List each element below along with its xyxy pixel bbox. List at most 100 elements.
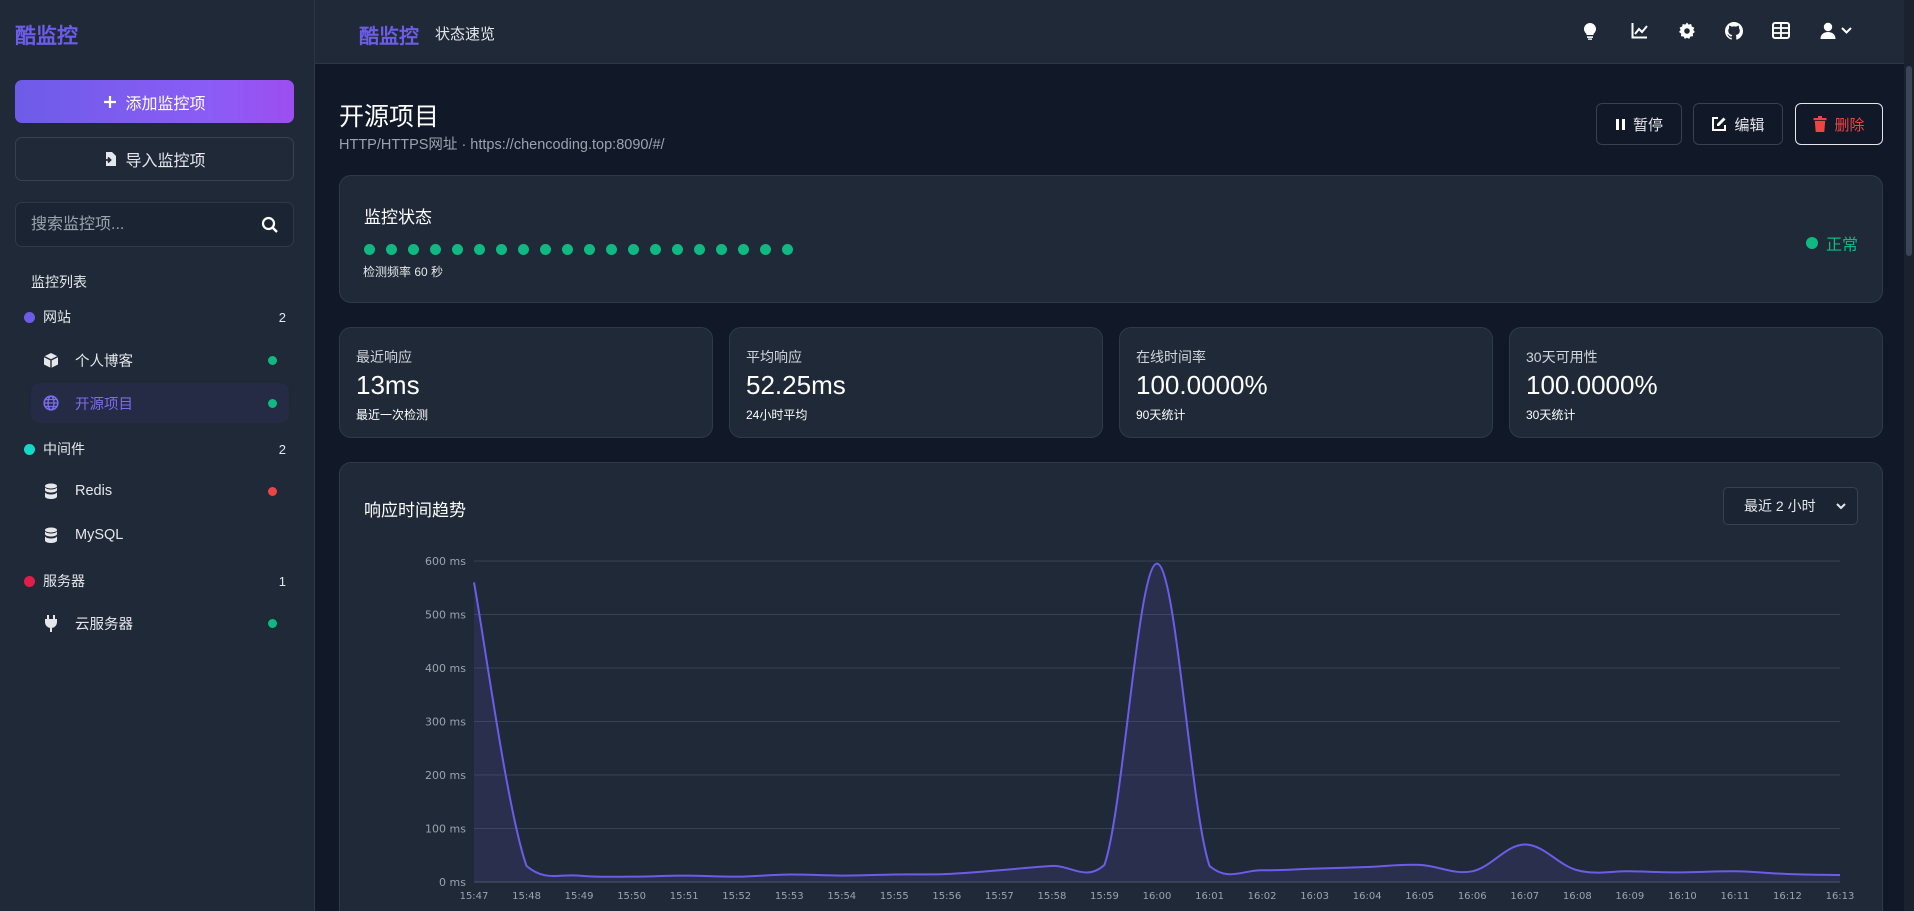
sidebar-item-label: 云服务器 <box>75 616 133 633</box>
status-dot <box>268 398 277 408</box>
heartbeat-dot <box>430 244 441 255</box>
search-icon[interactable] <box>261 216 279 234</box>
status-dot <box>268 618 277 628</box>
x-tick-label: 16:06 <box>1458 891 1487 902</box>
heartbeat-dot <box>408 244 419 255</box>
time-range-select[interactable]: 最近 2 小时 <box>1723 487 1858 525</box>
x-tick-label: 16:00 <box>1143 891 1172 902</box>
group-website[interactable]: 网站 2 <box>24 303 286 331</box>
y-tick-label: 400 ms <box>425 662 466 675</box>
heartbeat-bar <box>364 244 793 255</box>
group-color-dot <box>24 443 35 455</box>
x-tick-label: 16:08 <box>1563 891 1592 902</box>
status-indicator: 正常 <box>1805 231 1858 255</box>
search-box <box>15 202 294 247</box>
sidebar-item-label: Redis <box>75 483 113 499</box>
x-tick-label: 15:54 <box>827 891 856 902</box>
top-bar: 酷监控 状态速览 <box>315 0 1914 64</box>
heartbeat-dot <box>672 244 683 255</box>
heartbeat-dot <box>650 244 661 255</box>
x-tick-label: 16:05 <box>1405 891 1434 902</box>
monitor-list-title: 监控列表 <box>31 274 87 290</box>
check-frequency: 检测频率 60 秒 <box>363 265 444 279</box>
stat-card-average: 平均响应 52.25ms 24小时平均 <box>729 327 1103 438</box>
heartbeat-dot <box>562 244 573 255</box>
page-title: 开源项目 <box>339 103 440 131</box>
x-tick-label: 16:01 <box>1195 891 1224 902</box>
lightbulb-icon[interactable] <box>1583 22 1597 40</box>
heartbeat-dot <box>738 244 749 255</box>
brand-logo[interactable]: 酷监控 <box>15 25 78 48</box>
heartbeat-dot <box>540 244 551 255</box>
stat-note: 30天统计 <box>1526 408 1576 422</box>
response-chart-card: 响应时间趋势 最近 2 小时 0 ms 100 ms 200 ms 300 ms 400… <box>339 462 1883 911</box>
trash-icon <box>1813 116 1827 132</box>
gear-icon[interactable] <box>1678 22 1696 40</box>
y-tick-label: 200 ms <box>425 769 466 782</box>
database-icon <box>41 483 61 500</box>
response-time-chart: 0 ms 100 ms 200 ms 300 ms 400 ms 500 ms 600 ms… <box>425 555 1854 902</box>
group-count: 1 <box>278 573 286 589</box>
x-tick-label: 15:48 <box>512 891 541 902</box>
plus-icon <box>104 95 117 108</box>
table-icon[interactable] <box>1772 22 1790 39</box>
sidebar-item-cloud-server[interactable]: 云服务器 <box>31 603 289 643</box>
chevron-down-icon <box>1841 27 1852 34</box>
pause-button[interactable]: 暂停 <box>1596 103 1682 145</box>
stat-card-latest: 最近响应 13ms 最近一次检测 <box>339 327 713 438</box>
chart-title: 响应时间趋势 <box>364 501 466 520</box>
import-monitor-button[interactable]: 导入监控项 <box>15 137 294 181</box>
stat-note: 最近一次检测 <box>356 408 429 422</box>
group-count: 2 <box>278 309 286 325</box>
sidebar-item-opensource[interactable]: 开源项目 <box>31 383 289 423</box>
group-middleware[interactable]: 中间件 2 <box>24 435 286 463</box>
heartbeat-dot <box>496 244 507 255</box>
heartbeat-dot <box>628 244 639 255</box>
heartbeat-dot <box>518 244 529 255</box>
x-tick-label: 16:11 <box>1721 891 1750 902</box>
x-tick-label: 16:04 <box>1353 891 1382 902</box>
stat-label: 30天可用性 <box>1526 349 1598 365</box>
add-monitor-button[interactable]: 添加监控项 <box>15 80 294 123</box>
scrollbar[interactable] <box>1904 0 1914 911</box>
status-text: 正常 <box>1825 237 1858 254</box>
sidebar-item-blog[interactable]: 个人博客 <box>31 340 289 380</box>
y-tick-label: 0 ms <box>439 876 466 889</box>
x-tick-label: 16:09 <box>1615 891 1644 902</box>
y-tick-label: 300 ms <box>425 716 466 729</box>
status-card-title: 监控状态 <box>364 208 432 227</box>
file-import-icon <box>103 152 117 166</box>
heartbeat-dot <box>386 244 397 255</box>
time-range-value: 最近 2 小时 <box>1744 498 1816 514</box>
sidebar-item-label: 开源项目 <box>75 396 133 413</box>
x-tick-label: 15:47 <box>460 891 489 902</box>
heartbeat-dot <box>474 244 485 255</box>
user-icon[interactable] <box>1820 22 1856 40</box>
heartbeat-dot <box>364 244 375 255</box>
topbar-title[interactable]: 酷监控 <box>359 26 419 48</box>
delete-button[interactable]: 删除 <box>1795 103 1883 145</box>
sidebar-item-redis[interactable]: Redis <box>31 471 289 511</box>
group-color-dot <box>24 311 35 323</box>
heartbeat-dot <box>760 244 771 255</box>
heartbeat-dot <box>782 244 793 255</box>
edit-button[interactable]: 编辑 <box>1693 103 1783 145</box>
stat-value: 52.25ms <box>746 370 846 400</box>
sidebar-item-mysql[interactable]: MySQL <box>31 515 289 555</box>
github-icon[interactable] <box>1725 22 1743 40</box>
status-dot <box>1805 237 1818 249</box>
chart-line-icon[interactable] <box>1631 22 1648 39</box>
x-tick-label: 15:55 <box>880 891 909 902</box>
chevron-down-icon <box>1836 503 1846 510</box>
search-input[interactable] <box>16 203 256 246</box>
stat-value: 100.0000% <box>1526 370 1658 400</box>
topbar-subtitle[interactable]: 状态速览 <box>435 26 496 43</box>
scrollbar-thumb[interactable] <box>1906 66 1912 256</box>
pause-label: 暂停 <box>1632 116 1663 134</box>
edit-label: 编辑 <box>1734 116 1765 134</box>
x-tick-label: 16:07 <box>1510 891 1539 902</box>
edit-icon <box>1712 117 1727 131</box>
group-server[interactable]: 服务器 1 <box>24 567 286 595</box>
group-name: 网站 <box>43 309 71 325</box>
group-color-dot <box>24 575 35 587</box>
